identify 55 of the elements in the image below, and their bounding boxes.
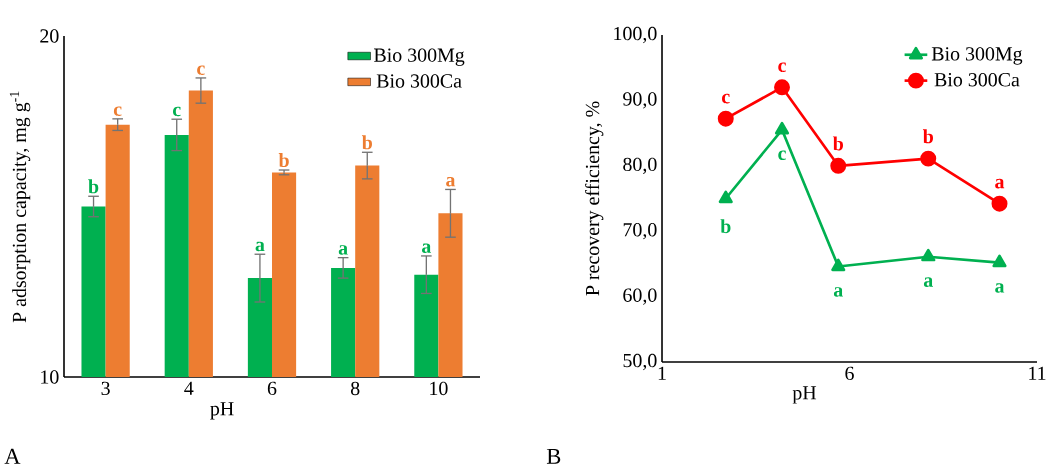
y-tick-label: 90,0 xyxy=(623,92,657,109)
legend-label: Bio 300Ca xyxy=(934,73,1020,87)
y-tick-label: 100,0 xyxy=(614,26,657,44)
x-tick-label: 10 xyxy=(430,381,448,396)
point xyxy=(991,195,1008,212)
x-tick-label: 3 xyxy=(101,381,110,396)
annotation: b xyxy=(278,153,289,168)
y-tick-label: 60,0 xyxy=(623,288,657,305)
annotation: a xyxy=(255,241,265,252)
point xyxy=(920,150,937,167)
point xyxy=(992,254,1007,268)
annotation: a xyxy=(422,243,432,254)
annotation: a xyxy=(446,176,456,187)
annotation: c xyxy=(778,62,786,73)
y-tick-label: 70,0 xyxy=(623,223,657,240)
y-tick-label: 80,0 xyxy=(623,157,657,174)
x-axis-title: pH xyxy=(792,386,817,404)
y-axis-title: P adsorption capacity, mg g$^{-1}$ xyxy=(9,91,31,323)
point xyxy=(717,110,734,127)
x-tick-label: 6 xyxy=(267,381,277,396)
x-tick-label: 11 xyxy=(1029,366,1046,380)
legend-label: Bio 300Mg xyxy=(374,48,465,66)
text: B xyxy=(546,448,561,464)
text: A xyxy=(4,448,21,464)
legend-label: Bio 300Ca xyxy=(376,74,462,88)
x-tick-label: 4 xyxy=(184,381,194,395)
point xyxy=(830,157,847,174)
annotation: c xyxy=(778,150,786,161)
annotation: a xyxy=(338,245,348,255)
annotation: c xyxy=(722,93,730,104)
annotation: b xyxy=(88,179,99,194)
x-axis-title: pH xyxy=(210,402,234,420)
y-tick-label: 50,0 xyxy=(623,353,657,371)
y-axis-title: P recovery efficiency, % xyxy=(585,101,604,296)
annotation: a xyxy=(995,178,1005,189)
annotation: a xyxy=(995,283,1005,293)
y-tick-label: 20 xyxy=(40,29,59,43)
annotation: a xyxy=(923,277,933,287)
annotation: c xyxy=(113,106,122,116)
x-tick-label: 6 xyxy=(845,366,854,381)
legend-label: Bio 300Mg xyxy=(931,47,1023,65)
point xyxy=(921,248,936,262)
point xyxy=(831,258,846,272)
annotation: a xyxy=(833,287,843,297)
annotation: c xyxy=(173,106,181,117)
annotation: b xyxy=(922,129,933,144)
annotation: b xyxy=(832,136,843,151)
annotation: b xyxy=(720,219,731,234)
point xyxy=(774,121,790,135)
x-tick-label: 1 xyxy=(658,366,666,380)
x-tick-label: 8 xyxy=(350,381,360,396)
point xyxy=(774,79,790,96)
annotation: b xyxy=(361,135,372,150)
point xyxy=(718,190,733,204)
annotation: c xyxy=(197,65,205,76)
